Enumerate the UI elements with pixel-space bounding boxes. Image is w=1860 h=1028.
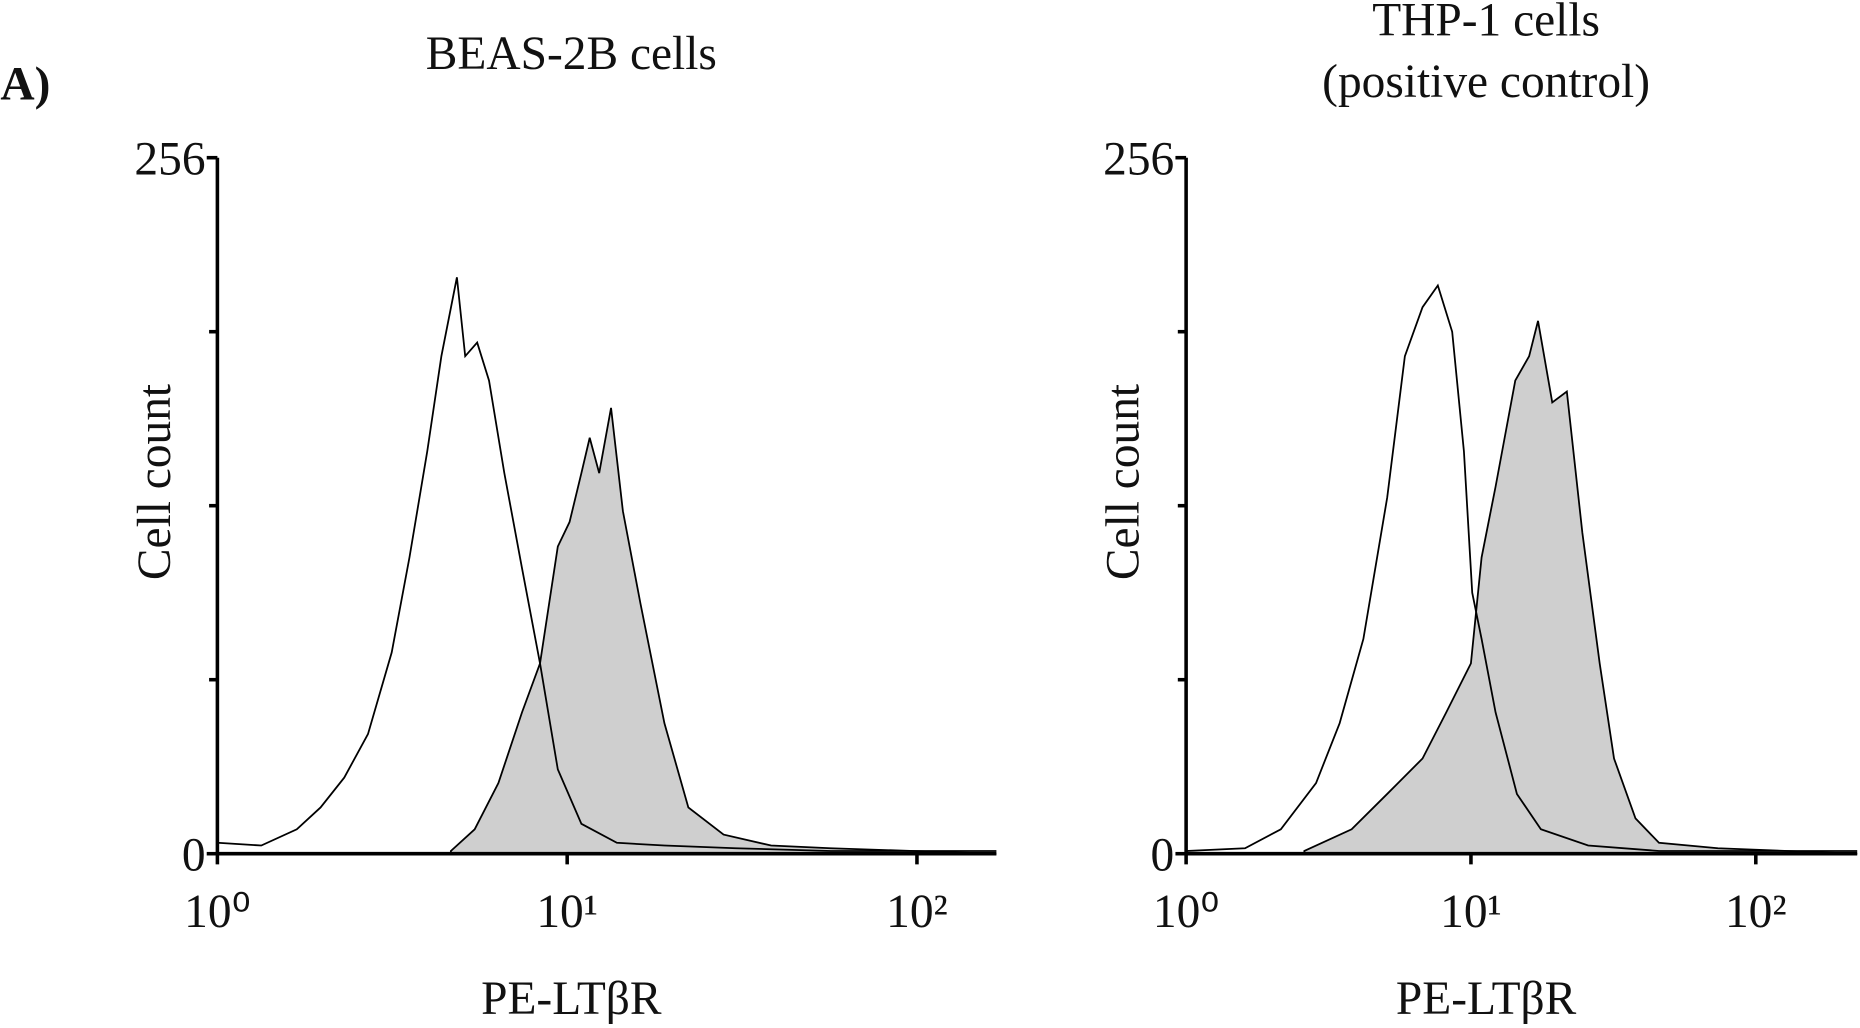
histogram-line bbox=[217, 277, 997, 852]
y-tick-label: 256 bbox=[1103, 133, 1174, 185]
x-axis-label: PE-LTβR bbox=[1396, 973, 1577, 1025]
chart-title: BEAS-2B cells bbox=[426, 28, 717, 80]
x-tick-label: 10² bbox=[886, 886, 948, 938]
y-axis-label: Cell count bbox=[1098, 384, 1150, 580]
x-tick-label: 10² bbox=[1725, 886, 1787, 938]
histogram-area bbox=[1303, 320, 1858, 855]
x-tick-label: 10⁰ bbox=[1153, 886, 1219, 938]
histogram-area bbox=[449, 407, 997, 855]
y-tick-label: 256 bbox=[134, 133, 205, 185]
y-axis-label: Cell count bbox=[129, 384, 181, 580]
x-tick-label: 10¹ bbox=[536, 886, 598, 938]
histogram-line bbox=[1186, 283, 1858, 852]
x-axis-label: PE-LTβR bbox=[481, 973, 662, 1025]
panel-label: A) bbox=[0, 59, 50, 111]
chart-title: THP-1 cells bbox=[1372, 0, 1600, 47]
x-tick-label: 10¹ bbox=[1440, 886, 1502, 938]
y-tick-label: 0 bbox=[1151, 829, 1175, 881]
y-tick-label: 0 bbox=[182, 829, 206, 881]
x-tick-label: 10⁰ bbox=[184, 886, 250, 938]
chart-subtitle: (positive control) bbox=[1322, 56, 1650, 108]
